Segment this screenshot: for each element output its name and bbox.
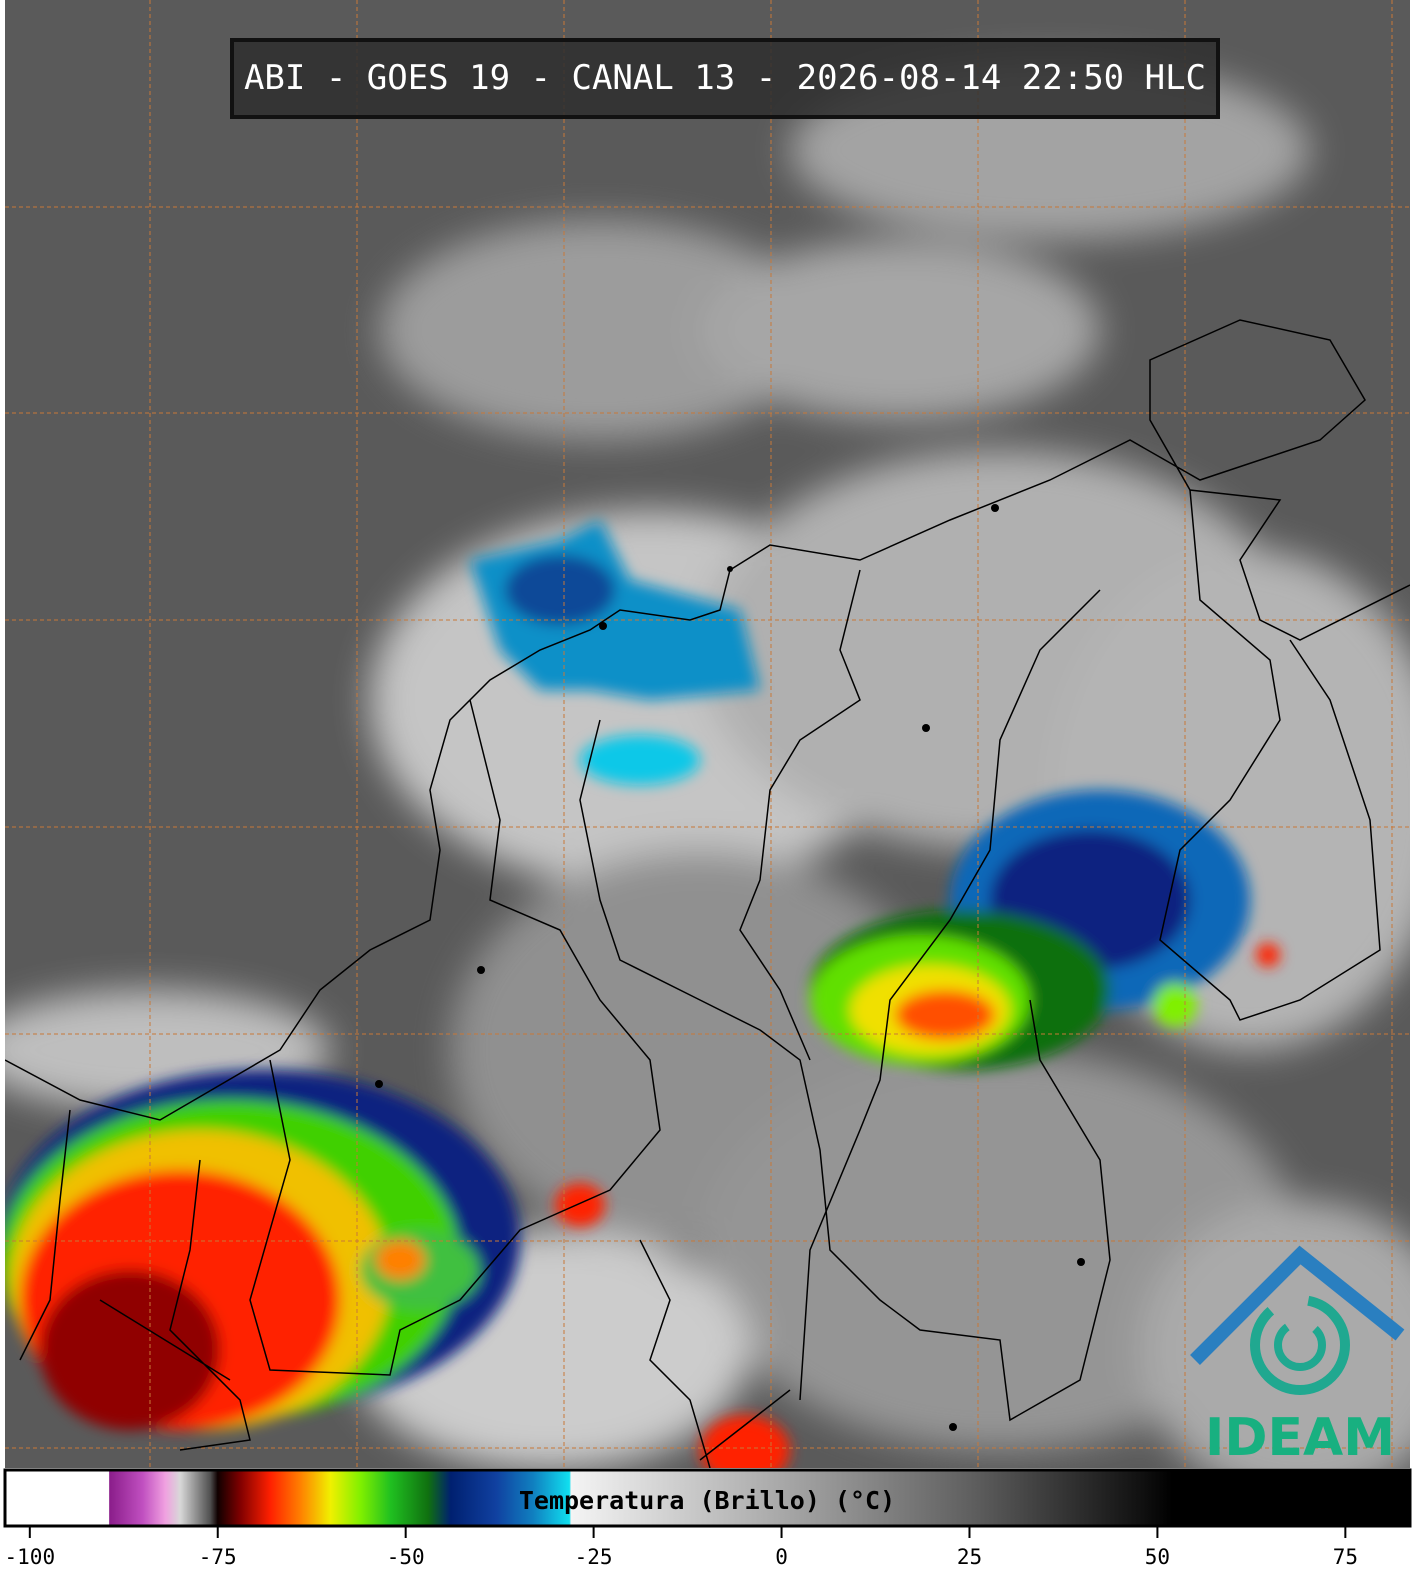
tick-label: 50: [1145, 1545, 1170, 1569]
colorbar-bar: [3, 1468, 1412, 1528]
cities: [375, 504, 1085, 1431]
tick-label: 75: [1333, 1545, 1358, 1569]
title-box: [230, 38, 1220, 119]
title: ABI - GOES 19 - CANAL 13 - 2026-08-14 22…: [244, 58, 1206, 98]
logo-text: IDEAM: [1205, 1408, 1395, 1468]
tick-label: 25: [957, 1545, 982, 1569]
tick-label: -100: [5, 1545, 56, 1569]
boundaries: [5, 319, 1410, 1468]
tick-label: -25: [575, 1545, 613, 1569]
tick-label: 0: [775, 1545, 788, 1569]
colorbar-label: Temperatura (Brillo) (°C): [519, 1486, 895, 1515]
tick-label: -50: [387, 1545, 425, 1569]
satellite-image: IDEAM: [5, 0, 1410, 1468]
logo: IDEAM: [1190, 1245, 1405, 1468]
tick-label: -75: [199, 1545, 237, 1569]
graticule: [5, 0, 1410, 1468]
colorbar: Temperatura (Brillo) (°C) -100 -75 -50 -25 0 2…: [3, 1468, 1412, 1569]
